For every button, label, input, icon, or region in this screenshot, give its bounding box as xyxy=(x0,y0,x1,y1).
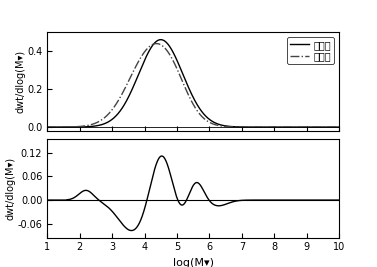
Line: 优化値: 优化値 xyxy=(47,44,339,127)
Y-axis label: dwt/dlog(M▾): dwt/dlog(M▾) xyxy=(15,50,26,113)
分析値 xyxy=(275,125,280,129)
优化値 xyxy=(60,125,64,129)
分析値 xyxy=(60,125,64,129)
分析値 xyxy=(187,88,192,91)
优化値 xyxy=(329,125,333,129)
分析値 xyxy=(329,125,333,129)
优化値 xyxy=(329,125,333,129)
Line: 分析値: 分析値 xyxy=(47,40,339,127)
优化値 xyxy=(154,42,159,45)
优化値 xyxy=(187,95,192,99)
Y-axis label: dwt/dlog(M▾): dwt/dlog(M▾) xyxy=(6,157,16,220)
优化値 xyxy=(179,78,184,81)
分析値 xyxy=(337,125,342,129)
分析値 xyxy=(158,38,163,41)
分析値 xyxy=(45,125,49,129)
优化値 xyxy=(45,125,49,129)
分析値 xyxy=(179,69,184,73)
优化値 xyxy=(275,125,280,129)
Legend: 分析値, 优化値: 分析値, 优化値 xyxy=(287,37,334,64)
分析値 xyxy=(329,125,333,129)
X-axis label: log(M▾): log(M▾) xyxy=(173,258,214,267)
优化値 xyxy=(337,125,342,129)
